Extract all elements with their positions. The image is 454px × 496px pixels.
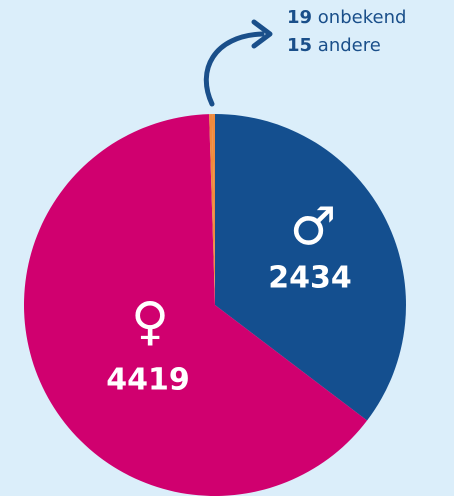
arrow bbox=[203, 31, 265, 107]
arrow-head bbox=[251, 19, 273, 49]
slice bbox=[215, 114, 406, 421]
value-label: 4419 bbox=[106, 363, 190, 398]
value-label: 2434 bbox=[268, 261, 352, 296]
male-symbol: ♂ bbox=[290, 197, 337, 257]
category-label: andere bbox=[318, 35, 381, 56]
slice bbox=[212, 114, 215, 305]
slice bbox=[209, 114, 215, 305]
category-label: onbekend bbox=[318, 7, 407, 28]
value-label: 19 bbox=[287, 7, 312, 28]
note-other: 15 andere bbox=[287, 35, 381, 56]
slice bbox=[23, 114, 368, 496]
note-unknown: 19 onbekend bbox=[287, 7, 406, 28]
value-label: 15 bbox=[287, 35, 312, 56]
pie bbox=[23, 114, 406, 496]
female-symbol: ♀ bbox=[131, 292, 169, 352]
